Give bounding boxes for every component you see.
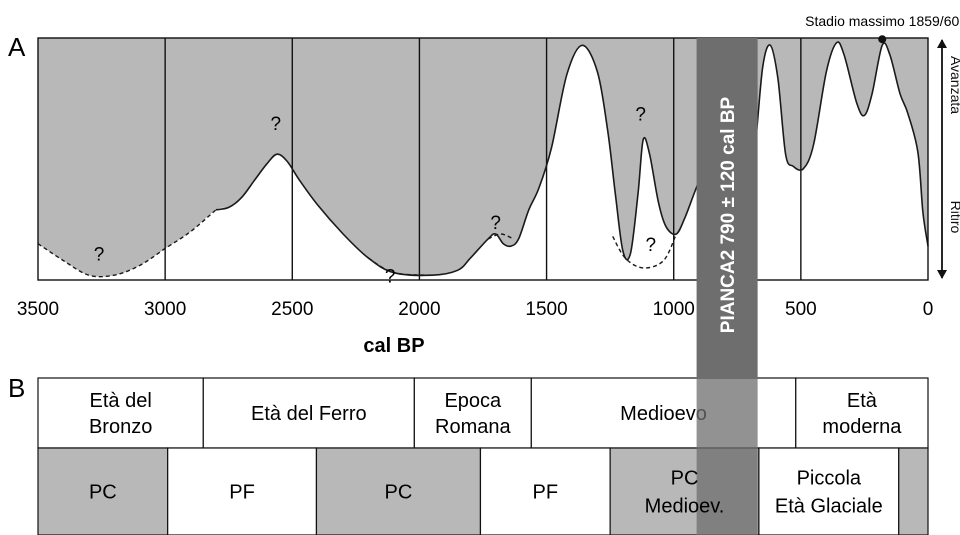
phase-cell-3	[315, 447, 482, 535]
period-cell-1	[37, 377, 204, 449]
question-mark-5: ?	[635, 104, 646, 125]
period-label-5-line-2: moderna	[822, 416, 902, 438]
x-tick-label-2500: 2500	[271, 299, 313, 320]
uncertain-segment-1	[37, 209, 217, 278]
phase-label-5-line-2: Medioev.	[645, 496, 725, 518]
curve-fill	[38, 38, 928, 277]
x-tick-label-1000: 1000	[653, 299, 695, 320]
phase-cell-6	[758, 447, 900, 535]
period-label-1-line-1: Età del	[90, 390, 152, 412]
phase-label-4: PF	[533, 482, 559, 504]
uncertain-segment-4	[612, 233, 677, 269]
panel-a-letter: A	[8, 32, 26, 62]
period-label-2: Età del Ferro	[251, 403, 367, 425]
phase-label-3: PC	[385, 482, 413, 504]
arrow-down-icon	[937, 270, 947, 279]
phase-label-1: PC	[89, 482, 117, 504]
arrow-up-icon	[937, 39, 947, 48]
band-label: PIANCA2 790 ± 120 cal BP	[718, 96, 739, 333]
retreat-label: Ritiro	[948, 201, 960, 234]
panel-b-letter: B	[8, 373, 25, 403]
period-label-3-line-2: Romana	[435, 416, 511, 438]
x-tick-label-500: 500	[785, 299, 817, 320]
period-label-5-line-1: Età	[847, 390, 878, 412]
period-table: Età del Bronzo Età del Ferro Epoca Romana Med…	[37, 377, 929, 535]
max-stage-label: Stadio massimo 1859/60	[805, 13, 959, 29]
plot-frame	[37, 37, 929, 281]
uncertain-segment-3	[487, 233, 514, 240]
question-mark-3: ?	[385, 266, 396, 287]
x-axis-title: cal BP	[363, 335, 424, 357]
period-cell-2	[202, 377, 415, 449]
period-label-1-line-2: Bronzo	[89, 416, 152, 438]
phase-label-6-line-1: Piccola	[797, 468, 862, 490]
question-mark-4: ?	[490, 213, 501, 234]
x-tick-label-3000: 3000	[144, 299, 186, 320]
advance-label: Avanzata	[948, 56, 960, 114]
x-tick-label-1500: 1500	[525, 299, 567, 320]
phase-cell-4	[479, 447, 611, 535]
phase-cell-2	[167, 447, 318, 535]
band-upper	[696, 38, 758, 378]
x-tick-label-0: 0	[923, 299, 934, 320]
period-cell-3	[413, 377, 532, 449]
phase-cell-7	[898, 447, 929, 535]
period-cell-5	[795, 377, 929, 449]
x-tick-label-3500: 3500	[17, 299, 59, 320]
plot-area: 3500 3000 2500 2000 1500 1000 500 0 cal BP??????…	[17, 13, 960, 357]
period-label-3-line-1: Epoca	[444, 390, 502, 412]
question-mark-2: ?	[270, 114, 281, 135]
phase-label-5-line-1: PC	[671, 468, 699, 490]
question-mark-6: ?	[646, 235, 657, 256]
question-mark-1: ?	[94, 245, 105, 266]
phase-label-6-line-2: Età Glaciale	[775, 496, 883, 518]
period-label-4: Medioevo	[620, 403, 707, 425]
highlight-band: PIANCA2 790 ± 120 cal BP PC PF PC PF PC Medioe…	[89, 38, 883, 535]
x-tick-label-2000: 2000	[398, 299, 440, 320]
phase-label-2: PF	[229, 482, 255, 504]
max-stage-dot	[878, 35, 887, 44]
uncertain-segment-2	[368, 257, 433, 276]
band-lower	[696, 378, 758, 535]
